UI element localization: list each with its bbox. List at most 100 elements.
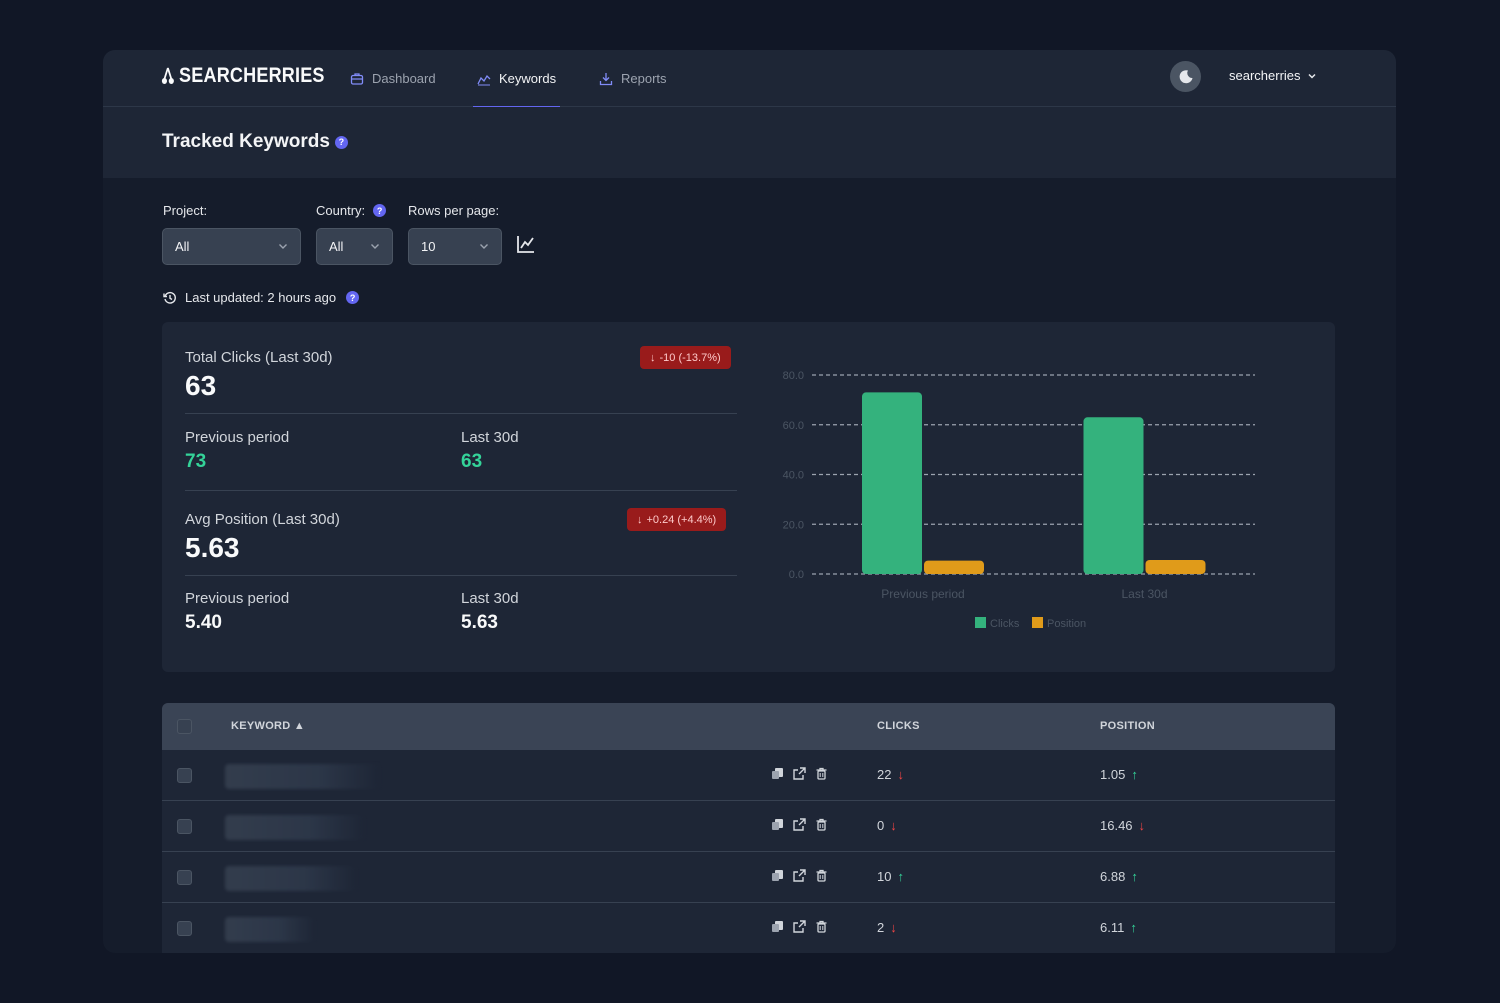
trend-up-icon: ↑ xyxy=(1131,767,1138,782)
position-value: 1.05 xyxy=(1100,767,1126,782)
clicks-column-header[interactable]: CLICKS xyxy=(877,720,920,732)
rows-label: Rows per page: xyxy=(408,203,500,218)
stats-card: Total Clicks (Last 30d) 63 ↓ -10 (-13.7%… xyxy=(162,322,1335,672)
top-nav: SEARCHERRIES Dashboard Keywords Reports xyxy=(103,50,1396,108)
clicks-last-value: 63 xyxy=(461,451,483,472)
row-actions xyxy=(771,869,828,882)
y-tick-label: 0.0 xyxy=(789,569,804,581)
chevron-down-icon xyxy=(1308,73,1316,79)
bar-clicks xyxy=(1083,417,1144,574)
position-cell: 6.88 ↑ xyxy=(1100,869,1138,884)
help-icon[interactable]: ? xyxy=(334,135,348,149)
chevron-down-icon xyxy=(480,244,488,249)
position-column-header[interactable]: POSITION xyxy=(1100,720,1155,732)
keyword-column-header[interactable]: KEYWORD ▲ xyxy=(231,720,306,732)
moon-icon xyxy=(1179,69,1192,83)
position-delta-badge: ↓ +0.24 (+4.4%) xyxy=(627,508,727,531)
row-checkbox[interactable] xyxy=(177,870,192,885)
trend-down-icon: ↓ xyxy=(890,818,897,833)
nav-dashboard[interactable]: Dashboard xyxy=(350,50,436,107)
external-link-icon[interactable] xyxy=(793,767,806,780)
page-header: Tracked Keywords ? xyxy=(103,107,1396,178)
y-tick-label: 40.0 xyxy=(783,470,804,482)
chevron-down-icon xyxy=(279,244,287,249)
trend-up-icon: ↑ xyxy=(1130,920,1137,935)
row-checkbox[interactable] xyxy=(177,768,192,783)
bar-position xyxy=(924,560,984,574)
clicks-value: 10 xyxy=(877,869,892,884)
table-header: KEYWORD ▲ CLICKS POSITION xyxy=(162,703,1335,750)
copy-icon[interactable] xyxy=(771,869,784,882)
trash-icon[interactable] xyxy=(815,869,828,882)
table-row[interactable]: 22 ↓ 1.05 ↑ xyxy=(162,750,1335,801)
history-icon xyxy=(163,291,176,304)
clicks-value: 22 xyxy=(877,767,892,782)
position-last-label: Last 30d xyxy=(461,590,519,607)
briefcase-icon xyxy=(350,72,364,85)
trend-up-icon: ↑ xyxy=(1131,869,1138,884)
table-row[interactable]: 0 ↓ 16.46 ↓ xyxy=(162,801,1335,852)
download-tray-icon xyxy=(599,72,613,85)
theme-toggle[interactable] xyxy=(1170,61,1201,92)
avg-position-title: Avg Position (Last 30d) xyxy=(185,511,340,528)
trash-icon[interactable] xyxy=(815,818,828,831)
clicks-delta-badge: ↓ -10 (-13.7%) xyxy=(640,346,731,369)
clicks-cell: 2 ↓ xyxy=(877,920,897,935)
copy-icon[interactable] xyxy=(771,920,784,933)
trend-chart-icon xyxy=(477,74,491,85)
x-tick-label: Last 30d xyxy=(1121,587,1167,601)
total-clicks-title: Total Clicks (Last 30d) xyxy=(185,349,333,366)
last-updated: Last updated: 2 hours ago ? xyxy=(163,290,360,305)
clicks-cell: 0 ↓ xyxy=(877,818,897,833)
rows-per-page-select[interactable]: 10 xyxy=(408,228,502,265)
y-tick-label: 20.0 xyxy=(783,519,804,531)
legend-label: Clicks xyxy=(990,618,1020,630)
clicks-value: 2 xyxy=(877,920,885,935)
select-all-checkbox[interactable] xyxy=(177,719,192,734)
position-value: 6.11 xyxy=(1100,920,1125,935)
last-updated-help-icon[interactable]: ? xyxy=(346,291,360,304)
trash-icon[interactable] xyxy=(815,920,828,933)
row-actions xyxy=(771,920,828,933)
chart-toggle-icon[interactable] xyxy=(516,234,536,254)
nav-keywords[interactable]: Keywords xyxy=(472,50,561,108)
external-link-icon[interactable] xyxy=(793,818,806,831)
trend-down-icon: ↓ xyxy=(890,920,897,935)
trash-icon[interactable] xyxy=(815,767,828,780)
table-row[interactable]: 2 ↓ 6.11 ↑ xyxy=(162,903,1335,953)
brand-name: SEARCHERRIES xyxy=(179,64,325,87)
divider xyxy=(185,490,737,491)
copy-icon[interactable] xyxy=(771,818,784,831)
clicks-cell: 10 ↑ xyxy=(877,869,904,884)
arrow-down-icon: ↓ xyxy=(650,351,656,364)
row-actions xyxy=(771,767,828,780)
bar-position xyxy=(1145,559,1206,574)
chevron-down-icon xyxy=(371,244,379,249)
project-select[interactable]: All xyxy=(162,228,301,265)
country-select[interactable]: All xyxy=(316,228,393,265)
clicks-value: 0 xyxy=(877,818,885,833)
legend-label: Position xyxy=(1047,618,1086,630)
copy-icon[interactable] xyxy=(771,767,784,780)
row-actions xyxy=(771,818,828,831)
keywords-table: KEYWORD ▲ CLICKS POSITION 22 ↓ 1.05 ↑ xyxy=(162,703,1335,953)
external-link-icon[interactable] xyxy=(793,869,806,882)
table-row[interactable]: 10 ↑ 6.88 ↑ xyxy=(162,852,1335,903)
position-value: 16.46 xyxy=(1100,818,1133,833)
country-help-icon[interactable]: ? xyxy=(373,204,387,217)
position-cell: 1.05 ↑ xyxy=(1100,767,1138,782)
user-menu[interactable]: searcherries xyxy=(1229,68,1317,83)
external-link-icon[interactable] xyxy=(793,920,806,933)
y-tick-label: 80.0 xyxy=(783,370,804,382)
trend-up-icon: ↑ xyxy=(897,869,904,884)
nav-reports[interactable]: Reports xyxy=(599,50,667,107)
y-tick-label: 60.0 xyxy=(783,420,804,432)
clicks-prev-value: 73 xyxy=(185,451,207,472)
row-checkbox[interactable] xyxy=(177,921,192,936)
clicks-last-label: Last 30d xyxy=(461,429,519,446)
keyword-cell-redacted xyxy=(225,866,357,891)
row-checkbox[interactable] xyxy=(177,819,192,834)
total-clicks-value: 63 xyxy=(185,370,217,401)
brand-logo[interactable]: SEARCHERRIES xyxy=(161,64,325,88)
username: searcherries xyxy=(1229,68,1301,83)
